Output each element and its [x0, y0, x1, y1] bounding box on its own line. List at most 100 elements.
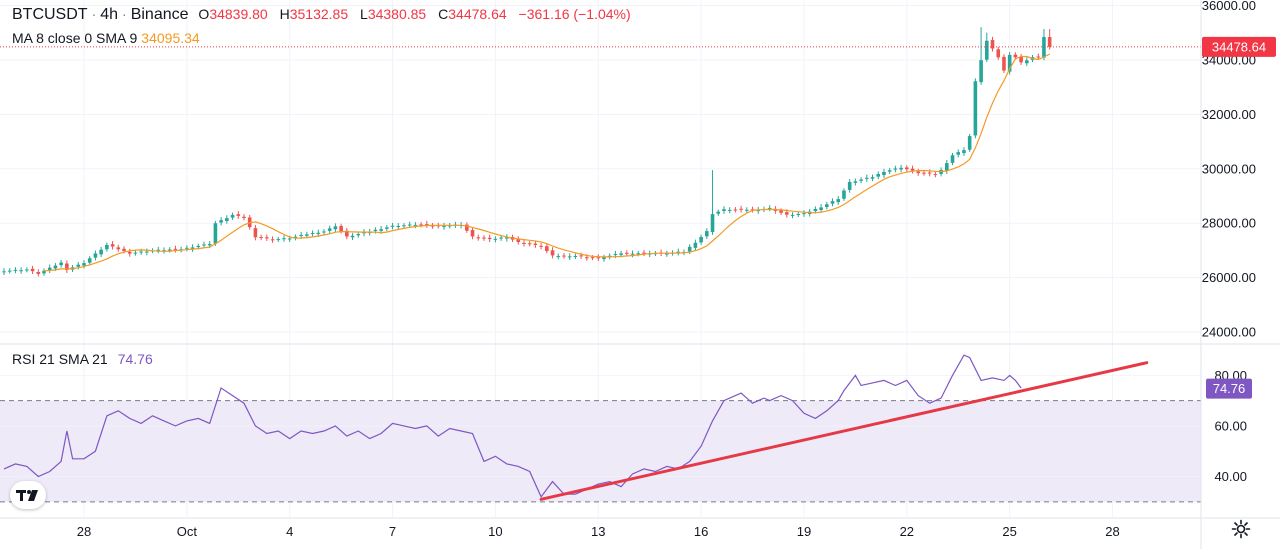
candle[interactable]	[396, 223, 401, 230]
ma-legend[interactable]: MA 8 close 0 SMA 9 34095.34	[12, 30, 204, 46]
candle[interactable]	[533, 240, 538, 248]
candle[interactable]	[470, 227, 475, 240]
candle[interactable]	[967, 133, 972, 152]
rsi-trendline[interactable]	[539, 361, 1149, 501]
candle[interactable]	[945, 159, 949, 174]
candle[interactable]	[745, 207, 749, 213]
candle[interactable]	[110, 241, 115, 250]
candle[interactable]	[1007, 51, 1012, 75]
candle[interactable]	[173, 245, 178, 253]
candle[interactable]	[893, 165, 898, 173]
candle[interactable]	[950, 152, 955, 166]
candle[interactable]	[202, 241, 206, 248]
candle[interactable]	[596, 254, 601, 262]
candle[interactable]	[859, 177, 863, 184]
candle[interactable]	[562, 252, 566, 259]
candle[interactable]	[116, 244, 121, 252]
candle[interactable]	[865, 174, 869, 182]
candle[interactable]	[213, 221, 218, 246]
candle[interactable]	[979, 27, 983, 85]
interval-label[interactable]: 4h	[100, 6, 119, 23]
candle[interactable]	[265, 234, 269, 242]
candle[interactable]	[767, 205, 772, 212]
candle[interactable]	[276, 236, 281, 242]
candle[interactable]	[19, 267, 23, 274]
candle[interactable]	[190, 244, 195, 252]
candle[interactable]	[556, 253, 561, 260]
candle[interactable]	[642, 249, 646, 257]
candle[interactable]	[1042, 29, 1046, 61]
symbol-name[interactable]: BTCUSDT	[12, 6, 88, 23]
candle[interactable]	[465, 222, 469, 233]
candle[interactable]	[990, 36, 995, 52]
candle[interactable]	[887, 167, 892, 175]
candle[interactable]	[30, 265, 35, 274]
candle[interactable]	[1002, 54, 1006, 74]
candle[interactable]	[933, 171, 938, 178]
candle[interactable]	[550, 247, 555, 259]
price-axis[interactable]: 24000.00 26000.00 28000.00 30000.00 32000.00…	[1202, 0, 1256, 340]
candle[interactable]	[487, 234, 492, 243]
candle[interactable]	[236, 211, 241, 219]
candle[interactable]	[505, 234, 509, 242]
candle[interactable]	[162, 247, 166, 254]
candle[interactable]	[65, 260, 69, 273]
candle[interactable]	[567, 253, 572, 261]
candle[interactable]	[225, 215, 229, 224]
candle[interactable]	[42, 268, 46, 276]
candle[interactable]	[842, 188, 846, 201]
candle[interactable]	[259, 234, 263, 241]
candle[interactable]	[242, 214, 246, 221]
candle[interactable]	[722, 206, 726, 214]
time-axis[interactable]: 28 Oct 4 7 10 13 16 19 22 25 28	[77, 524, 1120, 539]
candle[interactable]	[876, 171, 881, 180]
candle[interactable]	[710, 170, 715, 235]
candle[interactable]	[882, 168, 886, 179]
candle[interactable]	[219, 217, 223, 226]
candle[interactable]	[413, 222, 418, 229]
candle[interactable]	[836, 196, 841, 205]
candle[interactable]	[819, 204, 823, 213]
candle[interactable]	[830, 198, 835, 207]
candle[interactable]	[739, 205, 743, 213]
candle[interactable]	[727, 207, 732, 214]
candle[interactable]	[750, 206, 755, 213]
candle[interactable]	[916, 168, 921, 176]
candle[interactable]	[322, 229, 326, 235]
candle[interactable]	[133, 250, 138, 256]
candle[interactable]	[345, 227, 349, 240]
candle[interactable]	[630, 250, 635, 258]
candle[interactable]	[350, 233, 355, 240]
candle[interactable]	[13, 267, 18, 274]
candle[interactable]	[676, 248, 681, 256]
candle[interactable]	[402, 223, 406, 229]
rsi-trendline-line[interactable]	[539, 361, 1149, 501]
candle[interactable]	[25, 267, 29, 273]
candle[interactable]	[2, 268, 6, 276]
candle[interactable]	[853, 178, 858, 186]
candle[interactable]	[482, 235, 486, 241]
candle[interactable]	[899, 164, 903, 173]
candle[interactable]	[733, 207, 738, 213]
candle[interactable]	[996, 46, 1001, 60]
tradingview-logo-icon[interactable]	[10, 481, 46, 509]
candle[interactable]	[962, 147, 966, 156]
candle[interactable]	[705, 228, 709, 240]
candle[interactable]	[985, 32, 989, 63]
candle[interactable]	[47, 264, 52, 274]
candle[interactable]	[802, 210, 806, 217]
symbol-legend[interactable]: BTCUSDT · 4h · Binance O34839.80 H35132.85 L…	[12, 6, 635, 24]
candle[interactable]	[36, 269, 41, 277]
candle[interactable]	[127, 248, 132, 257]
candle[interactable]	[693, 239, 698, 251]
candle[interactable]	[522, 239, 526, 247]
candle[interactable]	[1025, 57, 1029, 67]
candle[interactable]	[385, 225, 389, 232]
candle[interactable]	[310, 230, 315, 237]
rsi-legend[interactable]: RSI 21 SMA 21 74.76	[12, 351, 157, 367]
candle[interactable]	[282, 235, 286, 242]
candle[interactable]	[956, 149, 961, 158]
candle[interactable]	[602, 254, 606, 262]
candle[interactable]	[333, 223, 338, 233]
